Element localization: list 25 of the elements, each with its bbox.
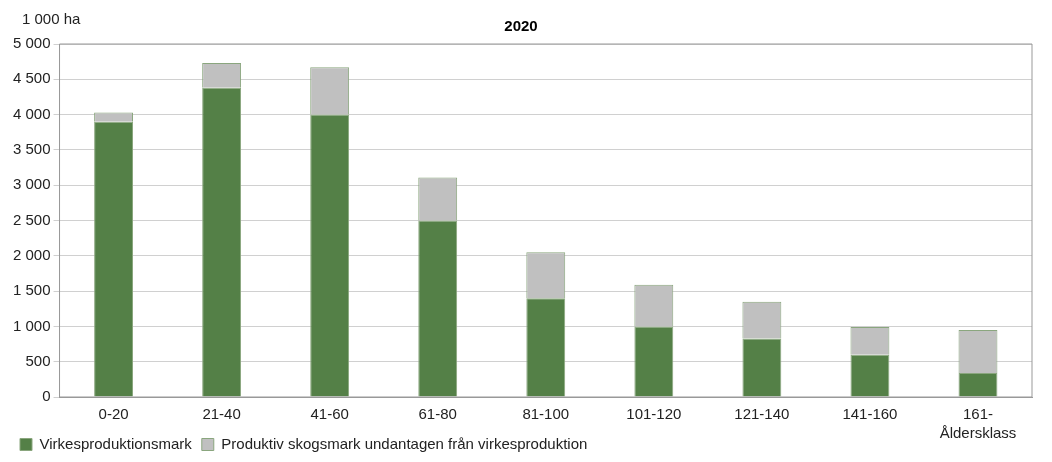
y-tick-label: 0 bbox=[42, 387, 51, 405]
chart-title: 2020 bbox=[504, 17, 538, 35]
x-tick-label: 21-40 bbox=[202, 405, 241, 423]
y-tick-label: 3 500 bbox=[12, 140, 51, 158]
y-axis-title: 1 000 ha bbox=[22, 10, 82, 28]
y-tick-label: 500 bbox=[25, 351, 51, 369]
x-tick-label: 81-100 bbox=[522, 405, 570, 423]
x-axis-title: Åldersklass bbox=[939, 423, 1017, 441]
y-tick-label: 1 000 bbox=[12, 316, 51, 334]
y-tick-label: 4 500 bbox=[12, 69, 51, 87]
x-tick-label: 141-160 bbox=[842, 405, 898, 423]
x-tick-label: 61-80 bbox=[418, 405, 457, 423]
x-tick-label: 161- bbox=[962, 405, 993, 423]
y-tick-label: 4 000 bbox=[12, 104, 51, 122]
legend-label: Virkesproduktionsmark bbox=[39, 434, 193, 452]
x-tick-label: 0-20 bbox=[98, 405, 129, 423]
y-tick-label: 3 000 bbox=[12, 175, 51, 193]
x-tick-label: 41-60 bbox=[310, 405, 349, 423]
y-tick-label: 2 500 bbox=[12, 210, 51, 228]
y-tick-label: 2 000 bbox=[12, 245, 51, 263]
x-tick-label: 101-120 bbox=[626, 405, 682, 423]
y-tick-label: 5 000 bbox=[12, 34, 51, 52]
legend-label: Produktiv skogsmark undantagen från virkesproduktion bbox=[221, 434, 588, 452]
y-tick-label: 1 500 bbox=[12, 281, 51, 299]
x-tick-label: 121-140 bbox=[734, 405, 790, 423]
